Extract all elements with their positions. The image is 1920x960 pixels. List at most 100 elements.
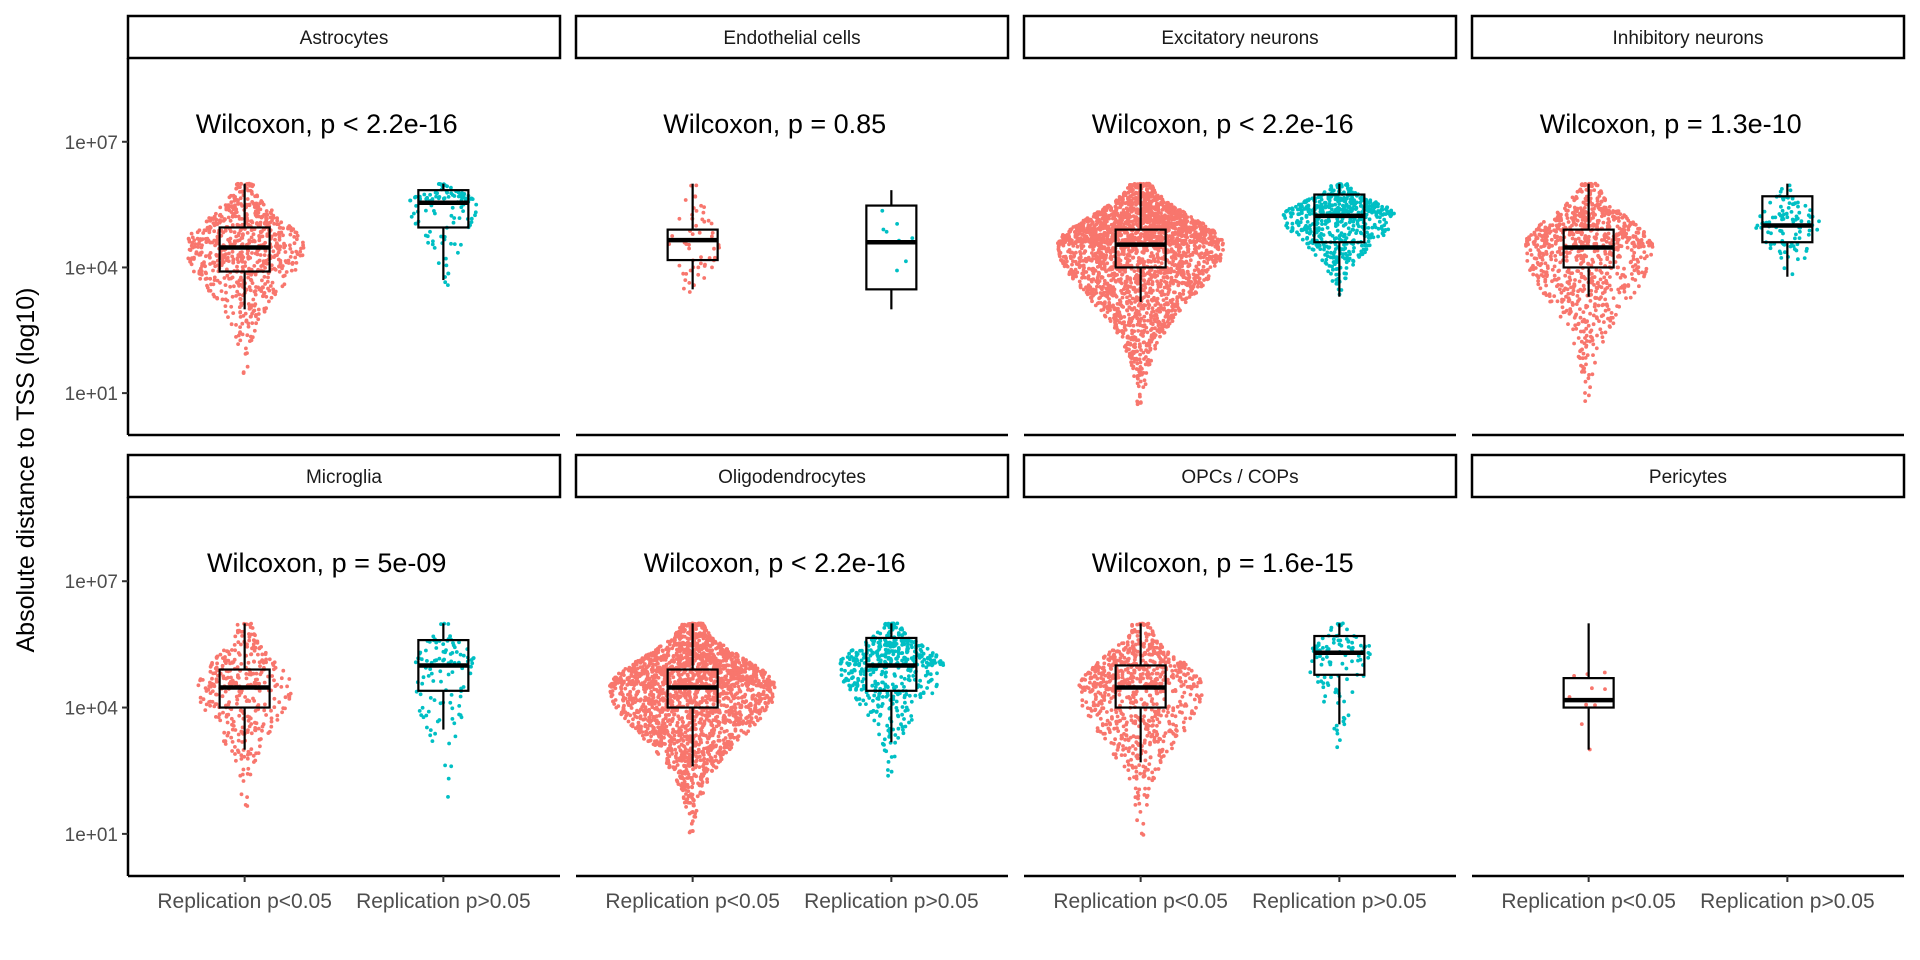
data-point [1544,252,1549,256]
data-point [280,266,284,271]
data-point [1561,222,1566,227]
data-point [1120,218,1124,223]
data-point [1351,259,1356,264]
data-point [1102,245,1107,250]
data-point [1146,294,1151,299]
data-point [1574,222,1578,227]
data-point [230,275,235,280]
data-point [1147,182,1152,187]
data-point [1590,372,1595,377]
data-point [1635,257,1640,262]
data-point [1598,261,1603,266]
data-point [1598,268,1603,273]
data-point [1578,307,1582,311]
data-point [236,333,241,338]
data-point [226,259,231,263]
data-point [1127,312,1131,317]
data-point [245,251,250,256]
data-point [231,193,236,198]
data-point [1320,222,1324,227]
data-point [1580,364,1585,369]
data-point [1382,212,1386,216]
data-point [1099,276,1104,280]
data-point [1633,278,1638,282]
data-point [1379,224,1384,229]
data-point [1618,275,1623,280]
data-point [236,342,241,346]
data-point [1171,307,1175,312]
data-point [1586,376,1591,381]
data-point [1323,222,1328,226]
data-point [1600,291,1605,296]
data-point [231,311,236,315]
data-point [1779,204,1783,209]
data-point [266,275,270,280]
data-point [1107,297,1111,301]
data-point [1575,209,1579,214]
data-point [1564,255,1569,259]
data-point [1116,309,1120,314]
data-point [1560,305,1565,310]
data-point [1539,268,1544,273]
data-point [275,253,279,257]
data-point [696,272,701,277]
data-point [1112,214,1117,219]
data-point [1583,356,1588,360]
data-point [1106,242,1110,247]
data-point [230,254,235,259]
data-point [1591,342,1596,347]
data-point [1166,219,1171,223]
data-point [1348,252,1352,256]
data-point [1150,223,1155,227]
data-point [229,304,234,309]
data-point [1144,311,1149,315]
data-point [459,205,464,210]
data-point [1136,329,1141,333]
data-point [1153,343,1157,348]
data-point [449,185,453,190]
data-point [1590,275,1595,280]
data-point [260,285,265,289]
data-point [1063,254,1068,259]
data-point [1169,313,1174,318]
data-point [213,264,218,269]
data-point [189,262,194,267]
data-point [1566,208,1570,213]
data-point [235,182,240,186]
data-point [1134,273,1139,277]
data-point [1290,226,1295,231]
data-point [1175,279,1179,284]
data-point [683,198,688,202]
data-point [262,253,267,257]
data-point [1071,225,1076,229]
data-point [1074,250,1078,255]
data-point [231,242,236,247]
data-point [1137,321,1142,326]
data-point [254,285,258,289]
data-point [1188,240,1193,245]
data-point [1090,221,1095,226]
data-point [1138,360,1143,365]
data-point [1196,267,1200,272]
data-point [469,216,474,221]
data-point [451,220,456,225]
data-point [1211,260,1216,264]
data-point [245,197,250,201]
data-point [1118,279,1122,284]
data-point [258,201,262,206]
data-point [250,200,255,204]
data-point [1133,342,1137,347]
data-point [422,192,427,197]
data-point [430,242,435,247]
data-point [1299,216,1304,221]
data-point [895,268,899,273]
data-point [1636,230,1641,235]
data-point [290,250,294,255]
data-point [1608,260,1613,265]
data-point [1179,234,1184,239]
data-point [1167,287,1172,292]
data-point [269,263,274,268]
data-point [1108,316,1112,321]
data-point [1196,221,1201,226]
data-point [895,222,899,226]
